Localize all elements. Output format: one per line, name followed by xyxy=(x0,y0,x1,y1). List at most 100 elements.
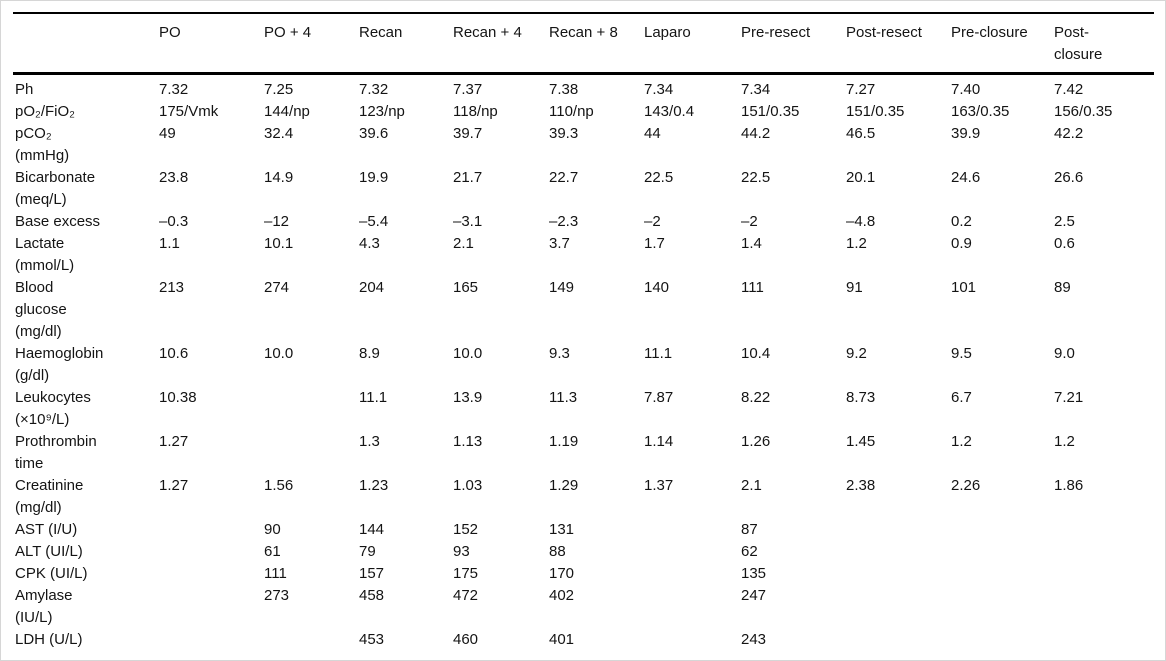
value-cell: 8.9 xyxy=(359,345,380,362)
row-label: LDH (U/L) xyxy=(15,631,83,648)
value-cell: 88 xyxy=(549,543,566,560)
column-header-recan8: Recan + 8 xyxy=(549,13,644,75)
value-cell: 10.4 xyxy=(741,345,771,362)
value-cell: 1.19 xyxy=(549,433,579,450)
row-label: Haemoglobin (g/dl) xyxy=(15,345,104,384)
value-cell: 1.45 xyxy=(846,433,876,450)
value-cell: 175/Vmk xyxy=(159,103,219,120)
value-cell xyxy=(951,541,1054,563)
value-cell: 0.2 xyxy=(951,213,972,230)
value-cell xyxy=(644,563,741,585)
value-cell: 7.34 xyxy=(741,81,771,98)
value-cell: –4.8 xyxy=(846,213,876,230)
value-cell: 11.1 xyxy=(359,389,388,406)
value-cell: 1.27 xyxy=(159,433,189,450)
value-cell: –0.3 xyxy=(159,213,189,230)
table-row: Lactate (mmol/L) 1.1 10.1 4.3 2.1 3.7 1.7 1.4 1.… xyxy=(13,233,1154,277)
value-cell: 7.87 xyxy=(644,389,674,406)
value-cell: –5.4 xyxy=(359,213,389,230)
value-cell xyxy=(846,519,951,541)
value-cell: 9.5 xyxy=(951,345,972,362)
value-cell: 11.3 xyxy=(549,389,578,406)
row-label: Leukocytes (×10⁹/L) xyxy=(15,389,91,428)
row-label: Ph xyxy=(15,81,34,98)
value-cell: 140 xyxy=(644,279,670,296)
value-cell: 22.5 xyxy=(741,169,771,186)
value-cell: 135 xyxy=(741,565,767,582)
value-cell xyxy=(159,541,264,563)
value-cell xyxy=(951,563,1054,585)
value-cell: 22.7 xyxy=(549,169,579,186)
row-label: Lactate (mmol/L) xyxy=(15,235,75,274)
row-label: Bicarbonate (meq/L) xyxy=(15,169,96,208)
value-cell xyxy=(644,585,741,629)
table-row: CPK (UI/L) 111 157 175 170 135 xyxy=(13,563,1154,585)
value-cell: 1.03 xyxy=(453,477,483,494)
value-cell: 243 xyxy=(741,631,767,648)
row-label: Creatinine (mg/dl) xyxy=(15,477,84,516)
row-label: Prothrombin time xyxy=(15,433,97,472)
value-cell: 89 xyxy=(1054,279,1071,296)
value-cell xyxy=(1054,519,1154,541)
value-cell xyxy=(1054,563,1154,585)
value-cell: 7.37 xyxy=(453,81,483,98)
value-cell: 7.38 xyxy=(549,81,579,98)
value-cell: 26.6 xyxy=(1054,169,1084,186)
value-cell: 2.26 xyxy=(951,477,981,494)
row-label: ALT (UI/L) xyxy=(15,543,83,560)
value-cell: 111 xyxy=(741,279,764,296)
table-row: pO₂/FiO₂ 175/Vmk 144/np 123/np 118/np 110/np 1… xyxy=(13,101,1154,123)
value-cell: 213 xyxy=(159,279,185,296)
value-cell: 49 xyxy=(159,125,176,142)
value-cell: 0.9 xyxy=(951,235,972,252)
value-cell: 39.3 xyxy=(549,125,579,142)
value-cell: 93 xyxy=(453,543,470,560)
value-cell: 10.6 xyxy=(159,345,189,362)
value-cell: 21.7 xyxy=(453,169,483,186)
value-cell: 1.3 xyxy=(359,433,380,450)
row-label: CPK (UI/L) xyxy=(15,565,88,582)
table-row: Prothrombin time 1.27 1.3 1.13 1.19 1.14 1.26 1… xyxy=(13,431,1154,475)
value-cell: 10.38 xyxy=(159,389,197,406)
table-row: Base excess –0.3 –12 –5.4 –3.1 –2.3 –2 –2 –4.8 0.… xyxy=(13,211,1154,233)
value-cell: 273 xyxy=(264,587,290,604)
value-cell: 123/np xyxy=(359,103,405,120)
value-cell: 3.7 xyxy=(549,235,570,252)
value-cell xyxy=(159,563,264,585)
value-cell: 7.34 xyxy=(644,81,674,98)
value-cell: 10.1 xyxy=(264,235,294,252)
value-cell: 247 xyxy=(741,587,767,604)
value-cell: 79 xyxy=(359,543,376,560)
table-row: Amylase (IU/L) 273 458 472 402 247 xyxy=(13,585,1154,629)
value-cell xyxy=(644,629,741,660)
value-cell: 23.8 xyxy=(159,169,189,186)
value-cell: –2 xyxy=(741,213,758,230)
table-row: Haemoglobin (g/dl) 10.6 10.0 8.9 10.0 9.3 11.1… xyxy=(13,343,1154,387)
value-cell: 453 xyxy=(359,631,385,648)
value-cell: 44 xyxy=(644,125,661,142)
table-row: LDH (U/L) 453 460 401 243 xyxy=(13,629,1154,660)
value-cell xyxy=(951,519,1054,541)
value-cell: 1.1 xyxy=(159,235,180,252)
value-cell: 151/0.35 xyxy=(741,103,800,120)
value-cell: 101 xyxy=(951,279,977,296)
table-row: pCO₂ (mmHg) 49 32.4 39.6 39.7 39.3 44 44.2 46.5 3… xyxy=(13,123,1154,167)
value-cell: 110/np xyxy=(549,103,594,120)
value-cell: 1.14 xyxy=(644,433,674,450)
value-cell xyxy=(1054,629,1154,660)
table-body: Ph 7.32 7.25 7.32 7.37 7.38 7.34 7.34 7.27 7.40 7.… xyxy=(13,74,1154,661)
value-cell: 1.2 xyxy=(846,235,867,252)
value-cell xyxy=(644,519,741,541)
value-cell xyxy=(159,585,264,629)
column-header-recan: Recan xyxy=(359,13,453,75)
row-label: Blood glucose (mg/dl) xyxy=(15,279,67,340)
value-cell: 401 xyxy=(549,631,575,648)
value-cell: 472 xyxy=(453,587,479,604)
column-header-po: PO xyxy=(159,13,264,75)
value-cell: 1.23 xyxy=(359,477,389,494)
value-cell: 20.1 xyxy=(846,169,876,186)
row-label: Amylase (IU/L) xyxy=(15,587,73,626)
value-cell: 458 xyxy=(359,587,385,604)
value-cell: 32.4 xyxy=(264,125,294,142)
